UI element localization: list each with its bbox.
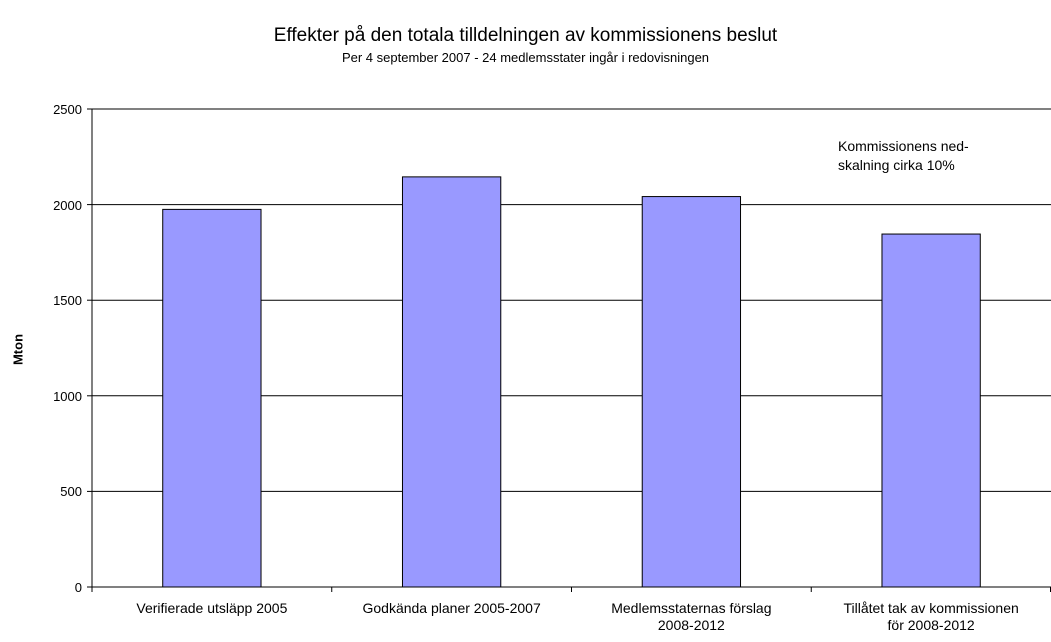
- bar: [401, 176, 502, 588]
- x-tick-label: Tillåtet tak av kommissionen för 2008-20…: [843, 600, 1019, 633]
- x-tick-label: Godkända planer 2005-2007: [362, 600, 541, 616]
- y-tick-label: 2000: [53, 197, 82, 213]
- y-axis-label: Mton: [10, 333, 26, 366]
- bar: [162, 208, 262, 588]
- y-tick-label: 2500: [53, 102, 82, 117]
- bar: [881, 233, 981, 588]
- y-tick-label: 1000: [53, 388, 82, 404]
- annotation: Kommissionens ned- skalning cirka 10%: [838, 138, 969, 173]
- x-tick-label: Verifierade utsläpp 2005: [136, 600, 288, 616]
- chart-subtitle: Per 4 september 2007 - 24 medlemsstater …: [341, 50, 710, 65]
- x-tick-label: Medlemsstaternas förslag 2008-2012: [611, 600, 772, 633]
- y-tick-label: 500: [60, 484, 82, 500]
- bar: [641, 196, 742, 588]
- chart-title: Effekter på den totala tilldelningen av …: [273, 25, 778, 46]
- y-tick-label: 1500: [53, 293, 82, 309]
- y-tick-label: 0: [74, 580, 82, 595]
